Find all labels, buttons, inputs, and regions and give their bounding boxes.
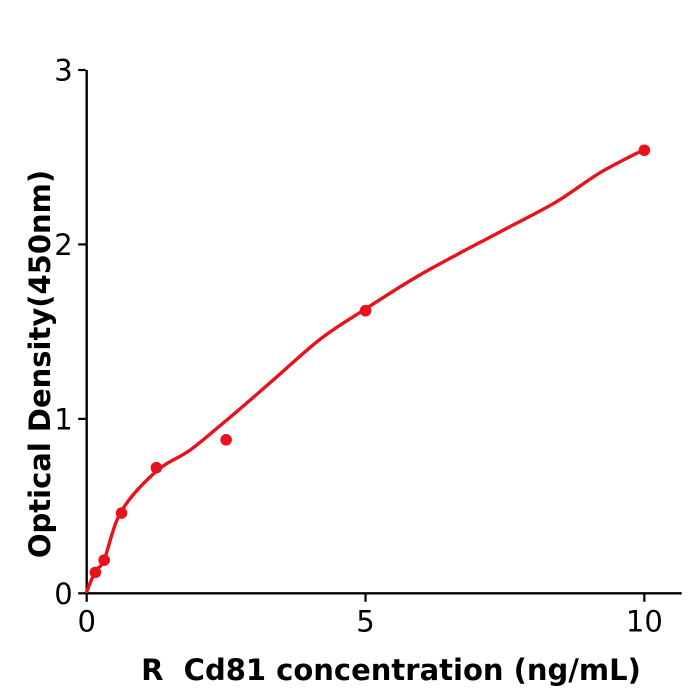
- data-point: [98, 554, 110, 566]
- x-tick-label: 0: [77, 604, 95, 638]
- y-tick-label: 2: [54, 228, 72, 262]
- y-tick-label: 1: [54, 402, 72, 436]
- data-point: [89, 566, 102, 579]
- data-point: [638, 144, 651, 157]
- data-point: [359, 304, 372, 317]
- data-point: [150, 461, 163, 474]
- x-axis-label: R Cd81 concentration (ng/mL): [141, 653, 641, 687]
- data-point: [115, 507, 128, 519]
- y-axis-label: Optical Density(450nm): [23, 169, 57, 559]
- x-tick-label: 10: [626, 604, 663, 638]
- y-tick-label: 0: [54, 577, 72, 611]
- y-tick-label: 3: [54, 54, 72, 88]
- x-tick-label: 5: [356, 604, 374, 638]
- fitted-curve: [85, 148, 645, 594]
- data-point: [220, 433, 232, 446]
